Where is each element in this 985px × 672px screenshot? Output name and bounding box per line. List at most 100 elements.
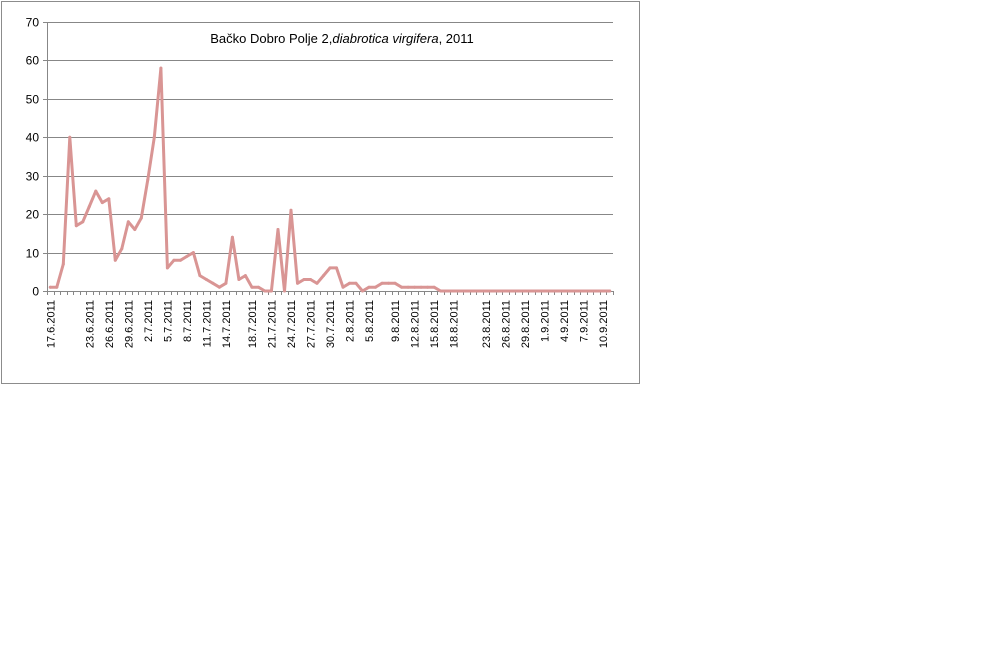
data-point xyxy=(113,258,117,262)
data-point xyxy=(419,285,423,289)
y-tick-label: 30 xyxy=(26,170,40,184)
data-point xyxy=(146,178,150,182)
data-point xyxy=(296,281,299,285)
data-point xyxy=(211,281,215,285)
x-tick-label: 14.7.2011 xyxy=(221,300,233,348)
data-point xyxy=(361,289,364,293)
chart-title-prefix: Bačko Dobro Polje 2, xyxy=(210,31,332,46)
data-point xyxy=(55,285,59,289)
data-point xyxy=(536,289,540,293)
data-point xyxy=(152,135,156,139)
x-tick-label: 17.6.2011 xyxy=(45,300,57,348)
x-tick-label: 26.8.2011 xyxy=(501,300,513,348)
x-tick-label: 5.7.2011 xyxy=(162,300,174,342)
data-point xyxy=(74,224,78,228)
x-tick-label: 23.6.2011 xyxy=(84,300,96,348)
data-point xyxy=(517,289,521,293)
data-point xyxy=(335,266,338,270)
y-tick-label: 60 xyxy=(26,54,40,68)
data-point xyxy=(484,289,488,293)
data-point xyxy=(276,228,280,231)
data-point xyxy=(413,285,417,289)
data-point xyxy=(595,289,599,293)
chart-title: Bačko Dobro Polje 2,diabrotica virgifera… xyxy=(210,31,474,46)
data-point xyxy=(426,285,430,289)
series-layer xyxy=(48,66,612,293)
data-point xyxy=(393,281,397,285)
x-tick-label: 1.9.2011 xyxy=(540,300,552,342)
data-point xyxy=(569,289,573,293)
data-point xyxy=(283,289,286,293)
data-point xyxy=(237,278,241,281)
data-point xyxy=(478,289,482,293)
gridlines xyxy=(47,22,613,254)
data-point xyxy=(341,285,345,289)
data-point xyxy=(269,289,273,293)
data-point xyxy=(178,258,182,262)
data-point xyxy=(250,285,254,289)
data-point xyxy=(185,254,189,258)
data-point xyxy=(120,247,124,251)
data-point xyxy=(230,235,234,239)
x-tick-label: 29.6.2011 xyxy=(123,300,135,348)
data-point xyxy=(191,251,195,255)
y-tick-label: 70 xyxy=(26,16,40,30)
y-tick-label: 50 xyxy=(26,93,40,107)
x-tick-label: 10.9.2011 xyxy=(598,300,610,348)
data-point xyxy=(256,285,260,289)
x-tick-label: 2.7.2011 xyxy=(143,300,155,342)
x-tick-label: 27.7.2011 xyxy=(306,300,318,348)
data-point xyxy=(68,135,72,139)
x-tick-label: 18.7.2011 xyxy=(247,300,259,348)
data-point xyxy=(217,285,221,289)
data-point xyxy=(81,220,85,224)
data-point xyxy=(172,258,176,262)
data-point xyxy=(107,197,111,201)
x-tick-label: 24.7.2011 xyxy=(286,300,298,348)
data-point xyxy=(608,289,612,293)
data-point xyxy=(243,274,247,278)
data-point xyxy=(458,289,462,293)
data-point xyxy=(100,201,104,205)
data-point xyxy=(432,285,436,289)
data-point xyxy=(165,266,169,270)
x-tick-label: 9.8.2011 xyxy=(390,300,402,342)
data-point xyxy=(575,289,579,293)
line-chart: 0 10 20 30 40 50 60 70 17.6.2011 23.6.2011 26.6.2… xyxy=(26,16,614,348)
data-point xyxy=(601,289,605,293)
chart-title-suffix: , 2011 xyxy=(439,31,474,46)
data-point xyxy=(367,285,371,289)
data-point xyxy=(543,289,547,293)
data-point xyxy=(562,289,566,293)
data-point xyxy=(556,289,560,293)
data-point xyxy=(61,262,65,266)
data-point xyxy=(126,220,130,224)
data-point xyxy=(530,289,534,293)
x-tick-label: 23.8.2011 xyxy=(481,300,493,348)
data-point xyxy=(445,289,449,293)
chart-frame: 0 10 20 30 40 50 60 70 17.6.2011 23.6.2011 26.6.2… xyxy=(1,1,640,384)
x-axis-ticks: 17.6.2011 23.6.2011 26.6.2011 29.6.2011 2.7.… xyxy=(45,291,614,348)
data-point xyxy=(582,289,586,293)
data-point xyxy=(133,228,137,231)
data-point xyxy=(87,205,91,208)
x-tick-label: 30.7.2011 xyxy=(325,300,337,348)
data-point xyxy=(387,281,391,285)
data-point xyxy=(139,216,143,220)
x-tick-label: 5.8.2011 xyxy=(364,300,376,342)
data-point xyxy=(400,285,404,289)
x-tick-label: 29.8.2011 xyxy=(520,300,532,348)
data-point xyxy=(380,281,384,285)
x-tick-label: 4.9.2011 xyxy=(559,300,571,342)
data-point xyxy=(510,289,514,293)
data-point xyxy=(549,289,553,293)
data-point xyxy=(198,274,202,278)
data-point xyxy=(48,285,52,289)
data-point xyxy=(159,66,163,70)
x-tick-label: 7.9.2011 xyxy=(579,300,591,342)
data-point xyxy=(348,281,351,285)
data-point xyxy=(204,278,208,281)
y-tick-label: 20 xyxy=(26,208,40,222)
x-tick-label: 26.6.2011 xyxy=(104,300,116,348)
data-point xyxy=(491,289,495,293)
